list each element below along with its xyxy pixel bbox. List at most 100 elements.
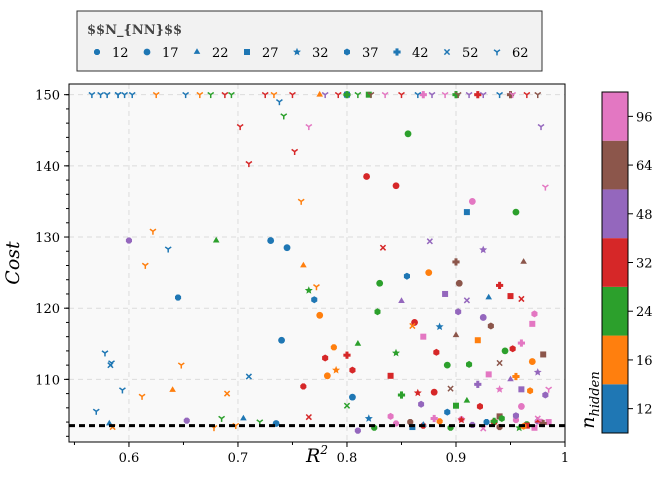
point-52 xyxy=(534,415,541,422)
legend-box xyxy=(76,10,543,72)
point-17 xyxy=(267,237,275,244)
point-32 xyxy=(392,348,400,357)
point-62 xyxy=(354,91,362,99)
y-tick-label: 130 xyxy=(35,231,60,246)
legend-label-62: 62 xyxy=(512,46,529,61)
point-17 xyxy=(512,208,520,216)
point-27 xyxy=(474,337,481,344)
point-42 xyxy=(419,91,427,99)
point-37 xyxy=(349,366,356,374)
point-42 xyxy=(517,339,525,347)
point-27 xyxy=(523,422,530,429)
point-37 xyxy=(387,412,394,420)
point-17 xyxy=(425,269,433,277)
legend-marker-37 xyxy=(344,48,350,56)
point-37 xyxy=(512,412,519,420)
colorbar-tick-label: 12 xyxy=(636,403,653,418)
point-42 xyxy=(506,91,515,99)
colorbar: 12 16 24 32 48 64 96 nhidden xyxy=(577,91,653,434)
point-27 xyxy=(452,402,459,409)
point-37 xyxy=(322,354,329,362)
point-37 xyxy=(403,272,410,280)
colorbar-tick-label: 64 xyxy=(636,159,653,174)
point-52 xyxy=(223,390,231,397)
legend-label-17: 17 xyxy=(162,46,179,61)
point-62 xyxy=(227,91,235,99)
point-32 xyxy=(413,388,422,397)
point-62 xyxy=(121,91,129,99)
point-62 xyxy=(297,198,305,205)
point-22 xyxy=(463,396,471,403)
colorbar-segment xyxy=(602,335,628,385)
point-12 xyxy=(436,418,443,425)
point-52 xyxy=(245,373,252,380)
y-tick-label: 150 xyxy=(35,89,60,104)
point-52 xyxy=(379,244,387,251)
legend-label-12: 12 xyxy=(112,46,129,61)
point-37 xyxy=(498,415,505,422)
point-62 xyxy=(177,362,185,369)
point-62 xyxy=(414,91,422,99)
point-37 xyxy=(444,408,451,416)
point-42 xyxy=(452,91,460,99)
point-62 xyxy=(305,123,313,131)
point-12 xyxy=(330,344,337,351)
plot-area xyxy=(69,84,565,442)
point-27 xyxy=(529,320,536,327)
x-axis-title-sup: 2 xyxy=(319,443,328,457)
plot-frame xyxy=(68,83,566,443)
point-42 xyxy=(452,258,460,266)
point-32 xyxy=(332,365,341,374)
legend-marker-42 xyxy=(393,48,401,56)
point-62 xyxy=(128,91,136,99)
point-62 xyxy=(313,284,320,291)
x-tick-label: 0.7 xyxy=(228,451,249,466)
x-axis-title: R2 xyxy=(305,443,328,467)
point-22 xyxy=(106,419,113,426)
colorbar-segment xyxy=(602,238,628,287)
point-32 xyxy=(457,415,466,424)
point-52 xyxy=(409,322,416,330)
point-52 xyxy=(447,385,454,392)
point-22 xyxy=(520,258,527,264)
point-62 xyxy=(509,91,517,99)
point-27 xyxy=(463,209,470,216)
point-62 xyxy=(245,160,253,168)
point-42 xyxy=(343,91,351,99)
colorbar-segment xyxy=(602,140,628,190)
legend-title: $$N_{NN}$$ xyxy=(87,23,182,38)
point-62 xyxy=(537,123,545,131)
point-17 xyxy=(392,182,400,190)
legend-marker-27 xyxy=(244,49,250,55)
colorbar-label: nhidden xyxy=(577,371,603,429)
point-62 xyxy=(321,91,329,99)
point-52 xyxy=(463,297,471,304)
point-62 xyxy=(88,91,96,99)
point-17 xyxy=(278,336,285,344)
point-22 xyxy=(169,386,176,392)
point-62 xyxy=(149,228,157,235)
point-62 xyxy=(367,91,375,99)
colorbar-tick-label: 96 xyxy=(636,110,653,125)
y-axis-title: Cost xyxy=(2,241,24,285)
point-17 xyxy=(501,347,509,355)
point-62 xyxy=(218,415,226,422)
y-tick-label: 140 xyxy=(35,160,60,175)
y-tick-label: 110 xyxy=(35,373,60,388)
point-17 xyxy=(411,319,418,326)
point-22 xyxy=(452,331,460,338)
point-32 xyxy=(479,245,488,254)
point-62 xyxy=(196,91,204,99)
legend-entries: 12 17 22 27 32 37 42 52 62 xyxy=(94,46,529,61)
point-52 xyxy=(426,238,433,245)
point-37 xyxy=(433,348,440,356)
point-62 xyxy=(275,98,283,106)
x-tick-label: 0.6 xyxy=(119,451,140,466)
point-37 xyxy=(542,391,549,399)
point-27 xyxy=(420,333,427,340)
point-17 xyxy=(517,403,525,410)
legend-label-37: 37 xyxy=(362,46,379,61)
point-42 xyxy=(474,91,482,99)
legend-marker-32 xyxy=(293,47,301,56)
